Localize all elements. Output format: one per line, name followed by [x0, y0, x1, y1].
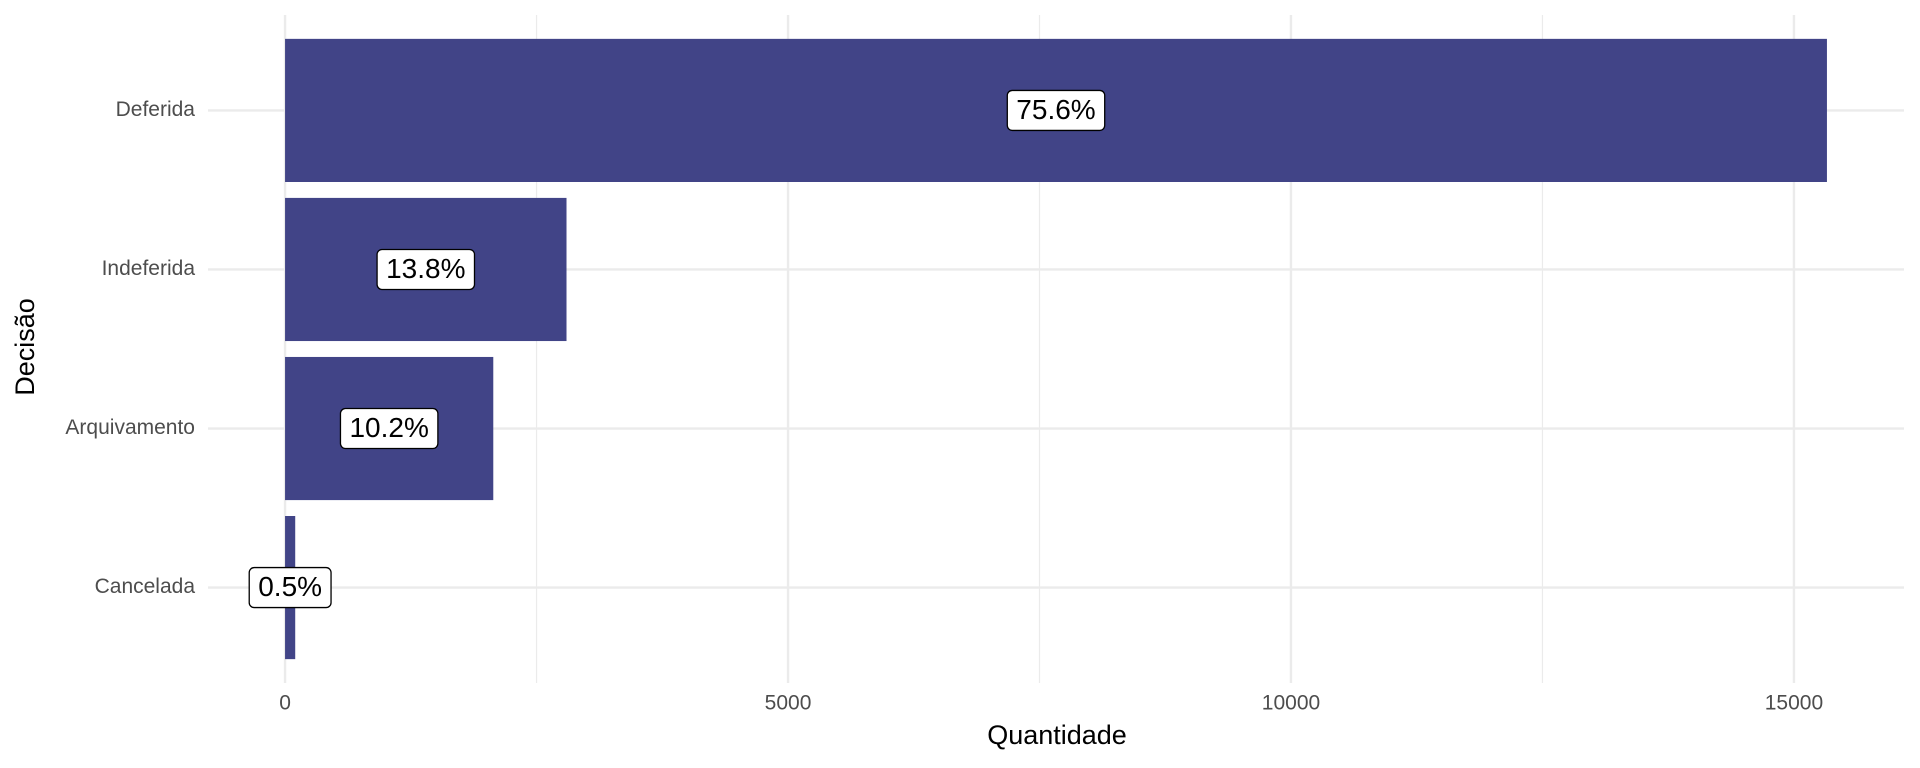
value-label: 10.2% — [339, 407, 439, 450]
y-tick-label: Arquivamento — [65, 416, 195, 439]
value-label: 0.5% — [248, 566, 332, 609]
value-label-box — [248, 566, 332, 609]
x-tick-label: 10000 — [1262, 692, 1320, 715]
y-axis-title: Decisão — [10, 298, 40, 396]
value-label-text: 75.6% — [1016, 94, 1095, 125]
y-tick-label: Indeferida — [102, 257, 196, 280]
value-label-box — [339, 407, 439, 450]
value-label-text: 13.8% — [386, 253, 465, 284]
marks: 75.6% 13.8% 10.2% 0.5% — [248, 38, 1827, 660]
value-label-box — [376, 248, 476, 291]
value-label: 75.6% — [1006, 89, 1106, 132]
value-label-text: 10.2% — [349, 412, 428, 443]
value-label-text: 0.5% — [258, 571, 322, 602]
x-tick-label: 5000 — [765, 692, 812, 715]
value-label-box — [1006, 89, 1106, 132]
x-axis-title: Quantidade — [987, 720, 1127, 750]
value-label: 13.8% — [376, 248, 476, 291]
y-tick-label: Cancelada — [95, 575, 196, 598]
x-tick-label: 0 — [279, 692, 291, 715]
y-tick-label: Deferida — [116, 98, 196, 121]
x-tick-label: 15000 — [1765, 692, 1823, 715]
